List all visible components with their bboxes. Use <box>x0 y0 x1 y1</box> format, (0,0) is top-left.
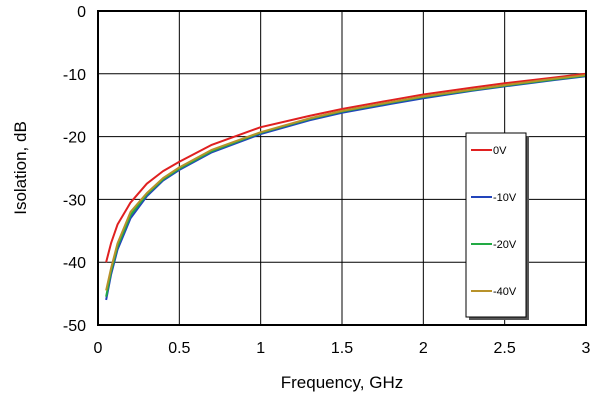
y-tick-labels: 0 -10 -20 -30 -40 -50 <box>63 4 86 335</box>
series-lines <box>105 72 587 301</box>
series-line-3 <box>105 74 587 291</box>
y-tick-label: 0 <box>77 4 86 21</box>
legend-box <box>465 132 527 318</box>
x-tick-label: 2 <box>419 340 428 357</box>
x-tick-label: 0 <box>94 340 103 357</box>
x-axis-label: Frequency, GHz <box>281 373 404 392</box>
x-tick-label: 0.5 <box>168 340 190 357</box>
y-tick-label: -10 <box>63 67 86 84</box>
series-line-0 <box>105 72 587 263</box>
y-tick-label: -30 <box>63 192 86 209</box>
legend-label: -40V <box>493 286 517 298</box>
y-axis-label: Isolation, dB <box>11 121 30 215</box>
legend: 0V -10V -20V -40V <box>465 132 529 320</box>
legend-label: -10V <box>493 192 517 204</box>
y-tick-label: -40 <box>63 255 86 272</box>
plot-frame <box>97 10 587 326</box>
legend-label: -20V <box>493 239 517 251</box>
x-tick-label: 3 <box>582 340 591 357</box>
x-tick-label: 2.5 <box>494 340 516 357</box>
x-tick-label: 1 <box>256 340 265 357</box>
y-tick-label: -20 <box>63 130 86 147</box>
legend-label: 0V <box>493 145 507 157</box>
x-tick-labels: 0 0.5 1 1.5 2 2.5 3 <box>94 340 591 357</box>
y-tick-label: -50 <box>63 318 86 335</box>
x-tick-label: 1.5 <box>331 340 353 357</box>
